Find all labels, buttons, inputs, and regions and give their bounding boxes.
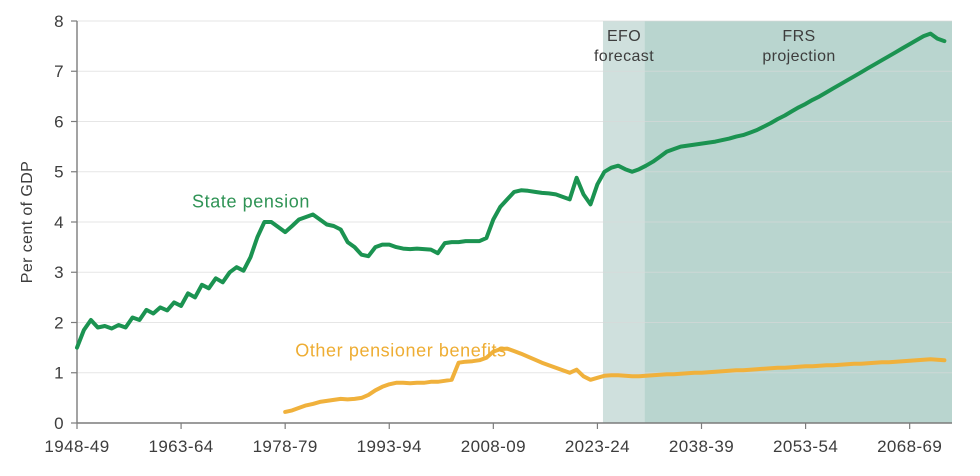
x-tick-label-2068: 2068-69	[877, 437, 942, 456]
y-tick-label-8: 8	[54, 12, 64, 31]
x-tick-label-1948: 1948-49	[44, 437, 109, 456]
x-tick-label-1963: 1963-64	[148, 437, 213, 456]
y-tick-label-0: 0	[54, 414, 64, 433]
y-tick-label-1: 1	[54, 364, 64, 383]
state-pension-line	[75, 31, 947, 350]
x-tick-label-2038: 2038-39	[669, 437, 734, 456]
x-tick-label-2023: 2023-24	[565, 437, 630, 456]
y-tick-label-2: 2	[54, 313, 64, 332]
other-pensioner-benefits-line	[283, 346, 947, 414]
x-tick-label-1993: 1993-94	[357, 437, 422, 456]
y-tick-label-6: 6	[54, 112, 64, 131]
x-tick-label-2008: 2008-09	[461, 437, 526, 456]
y-tick-label-7: 7	[54, 62, 64, 81]
x-tick-label-2053: 2053-54	[773, 437, 838, 456]
y-tick-label-3: 3	[54, 263, 64, 282]
y-tick-label-5: 5	[54, 163, 64, 182]
y-tick-label-4: 4	[54, 213, 64, 232]
x-tick-label-1978: 1978-79	[253, 437, 318, 456]
